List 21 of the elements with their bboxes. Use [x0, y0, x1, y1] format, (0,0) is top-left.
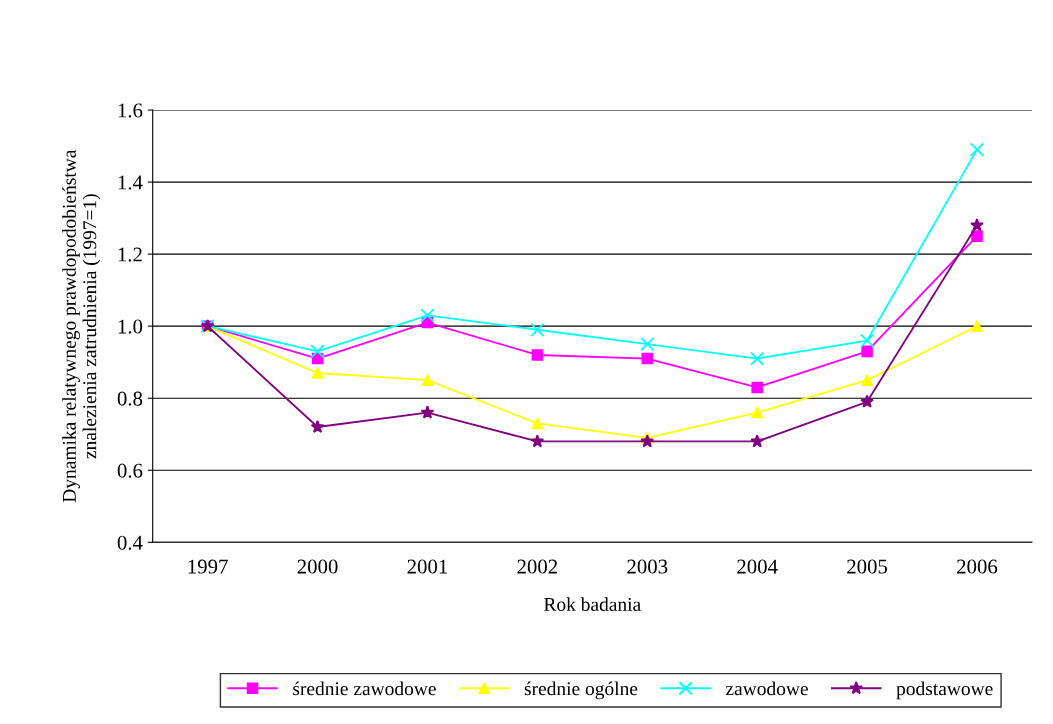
y-tick-label: 1.4 — [118, 175, 143, 190]
x-tick-label: 2002 — [517, 559, 558, 574]
legend-label: zawodowe — [725, 681, 808, 696]
y-tick-label: 1.0 — [118, 319, 143, 334]
y-tick-label: 1.6 — [118, 103, 143, 118]
y-axis-title: Dynamika relatywnego prawdopodobieństwa znalezienia zatrudnienia (1997=1) — [62, 149, 101, 503]
x-tick-label: 1997 — [188, 559, 228, 574]
legend-label: podstawowe — [896, 681, 993, 700]
x-tick-label: 2003 — [627, 559, 668, 574]
y-tick-label: 0.6 — [117, 463, 143, 478]
legend-label: średnie zawodowe — [293, 681, 436, 696]
x-tick-label: 2000 — [297, 559, 338, 574]
x-tick-label: 2006 — [957, 559, 998, 574]
y-tick-label: 0.8 — [117, 391, 143, 406]
y-tick-label: 1.2 — [118, 247, 142, 262]
x-tick-label: 2005 — [847, 559, 888, 574]
x-tick-label: 2001 — [407, 559, 448, 574]
y-tick-label: 0.4 — [117, 535, 143, 550]
x-axis-title: Rok badania — [544, 597, 641, 611]
x-tick-label: 2004 — [737, 559, 778, 574]
legend-label: średnie ogólne — [524, 681, 638, 700]
